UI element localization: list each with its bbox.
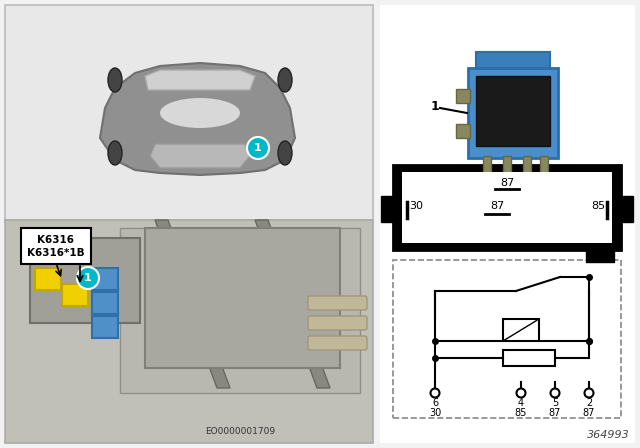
- Text: 87: 87: [583, 408, 595, 418]
- Polygon shape: [155, 220, 230, 388]
- Bar: [619, 196, 633, 222]
- Ellipse shape: [160, 98, 240, 128]
- Text: 2: 2: [586, 398, 592, 408]
- Bar: [393, 260, 621, 418]
- Polygon shape: [255, 220, 330, 388]
- Ellipse shape: [278, 68, 292, 92]
- Bar: [92, 268, 118, 290]
- Bar: [476, 76, 550, 146]
- FancyBboxPatch shape: [308, 336, 367, 350]
- Text: 87: 87: [490, 201, 504, 211]
- Bar: [145, 228, 340, 368]
- Bar: [503, 319, 539, 341]
- Bar: [393, 165, 621, 250]
- Circle shape: [516, 388, 525, 397]
- Bar: [503, 156, 511, 178]
- Bar: [456, 124, 470, 138]
- Ellipse shape: [108, 68, 122, 92]
- Bar: [35, 268, 61, 290]
- Bar: [381, 196, 395, 222]
- Text: 87: 87: [549, 408, 561, 418]
- Bar: [5, 5, 373, 220]
- Bar: [30, 238, 140, 323]
- Ellipse shape: [108, 141, 122, 165]
- Text: 85: 85: [515, 408, 527, 418]
- Text: 4: 4: [518, 398, 524, 408]
- Text: 87: 87: [500, 178, 514, 188]
- Text: EO0000001709: EO0000001709: [205, 427, 275, 436]
- Circle shape: [431, 388, 440, 397]
- Bar: [456, 89, 470, 103]
- Bar: [120, 228, 360, 393]
- Text: 30: 30: [409, 201, 423, 211]
- FancyBboxPatch shape: [308, 296, 367, 310]
- Polygon shape: [150, 144, 250, 168]
- Bar: [380, 5, 635, 443]
- Polygon shape: [145, 70, 255, 90]
- Text: 364993: 364993: [588, 430, 630, 440]
- FancyBboxPatch shape: [308, 316, 367, 330]
- Text: 5: 5: [552, 398, 558, 408]
- Bar: [586, 248, 614, 262]
- Ellipse shape: [278, 141, 292, 165]
- Bar: [468, 68, 558, 158]
- Text: 85: 85: [591, 201, 605, 211]
- Bar: [483, 156, 491, 178]
- Circle shape: [584, 388, 593, 397]
- Circle shape: [77, 267, 99, 289]
- Bar: [5, 220, 373, 443]
- Bar: [62, 284, 88, 306]
- Circle shape: [247, 137, 269, 159]
- Text: 1: 1: [431, 99, 440, 112]
- Text: K6316*1B: K6316*1B: [27, 248, 85, 258]
- Text: 1: 1: [254, 143, 262, 153]
- Bar: [503, 350, 555, 366]
- Text: 6: 6: [432, 398, 438, 408]
- FancyBboxPatch shape: [21, 228, 91, 264]
- Bar: [476, 52, 550, 68]
- Text: 30: 30: [429, 408, 441, 418]
- Bar: [540, 156, 548, 178]
- Text: K6316: K6316: [38, 235, 74, 245]
- Polygon shape: [100, 63, 295, 175]
- Bar: [523, 156, 531, 178]
- Bar: [92, 292, 118, 314]
- Bar: [92, 316, 118, 338]
- Text: 1: 1: [84, 273, 92, 283]
- Bar: [402, 172, 612, 243]
- Circle shape: [550, 388, 559, 397]
